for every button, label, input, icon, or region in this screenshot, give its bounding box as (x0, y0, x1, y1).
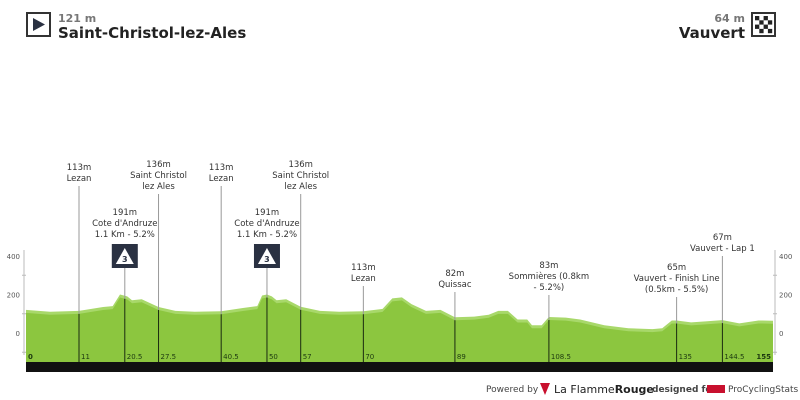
waypoint-label: Lezan (209, 174, 234, 184)
la-flamme-rouge-logo-icon (540, 383, 550, 395)
waypoint-label: (0.5km - 5.5%) (645, 285, 708, 295)
waypoint-elevation: 191m (113, 208, 138, 218)
waypoint-label: Vauvert - Finish Line (634, 274, 720, 284)
play-icon (33, 18, 45, 31)
waypoint-elevation: 83m (539, 261, 558, 271)
footer: Powered by La FlammeRouge designed for P… (486, 383, 799, 396)
km-label: 70 (365, 353, 374, 361)
checkered-flag-icon (751, 12, 776, 37)
waypoint-elevation: 67m (713, 233, 732, 243)
km-label: 57 (303, 353, 312, 361)
waypoint-label: Saint Christol (272, 171, 329, 181)
header-start: 121 m Saint-Christol-lez-Ales (26, 12, 246, 42)
km-label: 144.5 (724, 353, 744, 361)
flag-square (755, 16, 760, 21)
km-label: 11 (81, 353, 90, 361)
start-name: Saint-Christol-lez-Ales (58, 24, 246, 42)
waypoint-label: Lezan (67, 174, 92, 184)
waypoint-elevation: 136m (146, 160, 171, 170)
waypoint-label: 1.1 Km - 5.2% (237, 230, 297, 240)
y-tick-label: 0 (779, 330, 783, 338)
climb-category-number: 3 (264, 255, 270, 264)
designed-for-text: designed for (652, 385, 717, 395)
y-tick-label: 400 (779, 253, 792, 261)
km-label: 0 (28, 353, 33, 361)
waypoint-label: Saint Christol (130, 171, 187, 181)
flag-square (767, 20, 773, 25)
flag-square (767, 28, 773, 34)
finish-elevation: 64 m (714, 12, 745, 25)
km-label: 108.5 (551, 353, 571, 361)
waypoint-elevation: 136m (288, 160, 313, 170)
powered-by-text: Powered by (486, 385, 539, 395)
waypoint-elevation: 113m (67, 163, 92, 173)
flag-square (755, 24, 760, 29)
waypoint-elevation: 191m (255, 208, 280, 218)
y-tick-label: 200 (7, 292, 20, 300)
flag-square (759, 28, 764, 34)
waypoint-elevation: 113m (209, 163, 234, 173)
la-flamme-rouge-brand: La FlammeRouge (554, 383, 654, 396)
pcs-logo-icon (707, 385, 725, 393)
waypoint-label: Vauvert - Lap 1 (690, 244, 755, 254)
km-label: 135 (679, 353, 692, 361)
waypoint-elevation: 82m (445, 269, 464, 279)
climb-triangle-icon (115, 248, 134, 264)
elevation-profile-area (26, 297, 773, 362)
waypoint-label: Cote d'Andruze (234, 219, 299, 229)
start-elevation: 121 m (58, 12, 96, 25)
waypoint-label: Lezan (351, 274, 376, 284)
km-label: 27.5 (161, 353, 177, 361)
km-label: 40.5 (223, 353, 239, 361)
pcs-name: ProCyclingStats (728, 385, 799, 395)
waypoint-label: Sommières (0.8km (509, 271, 589, 282)
waypoint-label: Cote d'Andruze (92, 219, 157, 229)
waypoint-elevation: 65m (667, 263, 686, 273)
km-label: 50 (269, 353, 278, 361)
waypoint-label: 1.1 Km - 5.2% (95, 230, 155, 240)
waypoint-label: lez Ales (284, 182, 317, 192)
km-label: 20.5 (127, 353, 143, 361)
waypoint-label: - 5.2%) (534, 283, 565, 293)
km-label: 155 (756, 353, 771, 361)
climb-category-number: 3 (122, 255, 128, 264)
finish-name: Vauvert (679, 24, 745, 42)
y-tick-label: 400 (7, 253, 20, 261)
flag-square (759, 20, 764, 25)
y-tick-label: 200 (779, 292, 792, 300)
distance-bar (26, 362, 773, 372)
flag-square (763, 24, 768, 29)
flag-square (763, 16, 768, 21)
km-label: 89 (457, 353, 466, 361)
waypoint-label: Quissac (438, 280, 472, 290)
y-tick-label: 0 (16, 330, 20, 338)
waypoint-elevation: 113m (351, 263, 376, 273)
header-finish: 64 m Vauvert (679, 12, 776, 42)
climb-triangle-icon (257, 248, 276, 264)
waypoint-label: lez Ales (142, 182, 175, 192)
